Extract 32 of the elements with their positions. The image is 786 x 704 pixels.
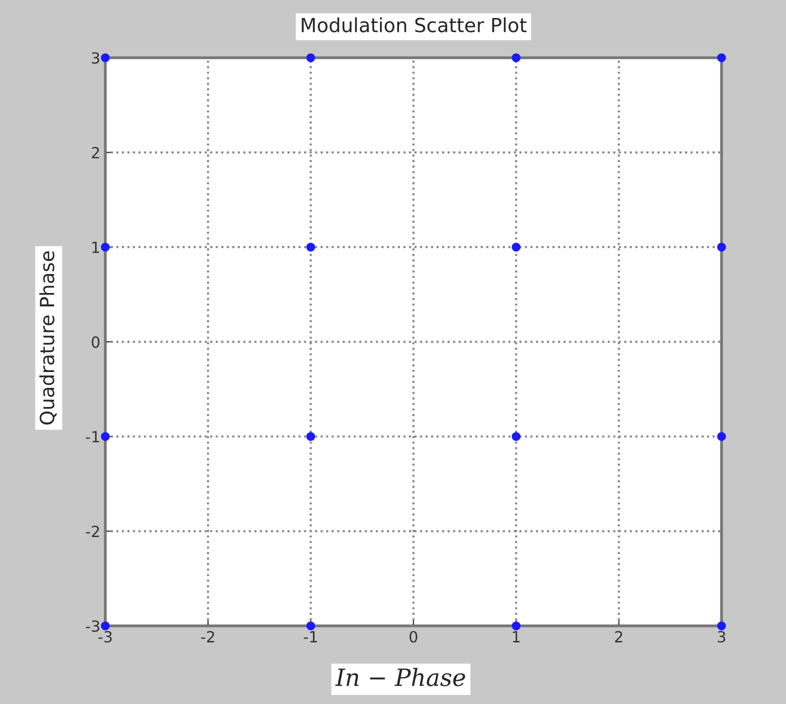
point <box>717 53 726 62</box>
y-tick-label: -1 <box>86 431 100 442</box>
point <box>306 242 316 252</box>
point <box>512 432 521 441</box>
y-axis-title: Quadrature Phase <box>39 251 57 425</box>
point <box>717 432 726 441</box>
point <box>717 621 726 630</box>
point <box>512 621 521 630</box>
point <box>306 621 316 630</box>
y-tick-label: 1 <box>92 242 100 253</box>
y-tick-label: 0 <box>92 336 100 348</box>
point <box>512 53 521 62</box>
x-tick-label: 1 <box>512 631 520 642</box>
point <box>306 53 316 62</box>
x-tick-label: 2 <box>615 630 622 642</box>
y-tick-label: 2 <box>92 146 99 158</box>
y-tick-label: 3 <box>92 52 100 64</box>
point <box>512 242 521 252</box>
point <box>100 242 110 252</box>
x-tick-label: -1 <box>304 631 317 642</box>
point <box>717 242 726 252</box>
point <box>100 53 110 62</box>
x-tick-label: -2 <box>201 630 214 642</box>
x-tick-label: 0 <box>410 630 418 643</box>
y-tick-label: -2 <box>86 526 99 537</box>
point <box>306 432 316 441</box>
x-tick-label: 3 <box>718 630 726 643</box>
point <box>100 432 110 441</box>
x-axis-title: In − Phase <box>335 668 466 686</box>
y-tick-label: -3 <box>86 620 100 632</box>
point <box>100 621 110 630</box>
chart-title: Modulation Scatter Plot <box>302 17 527 32</box>
